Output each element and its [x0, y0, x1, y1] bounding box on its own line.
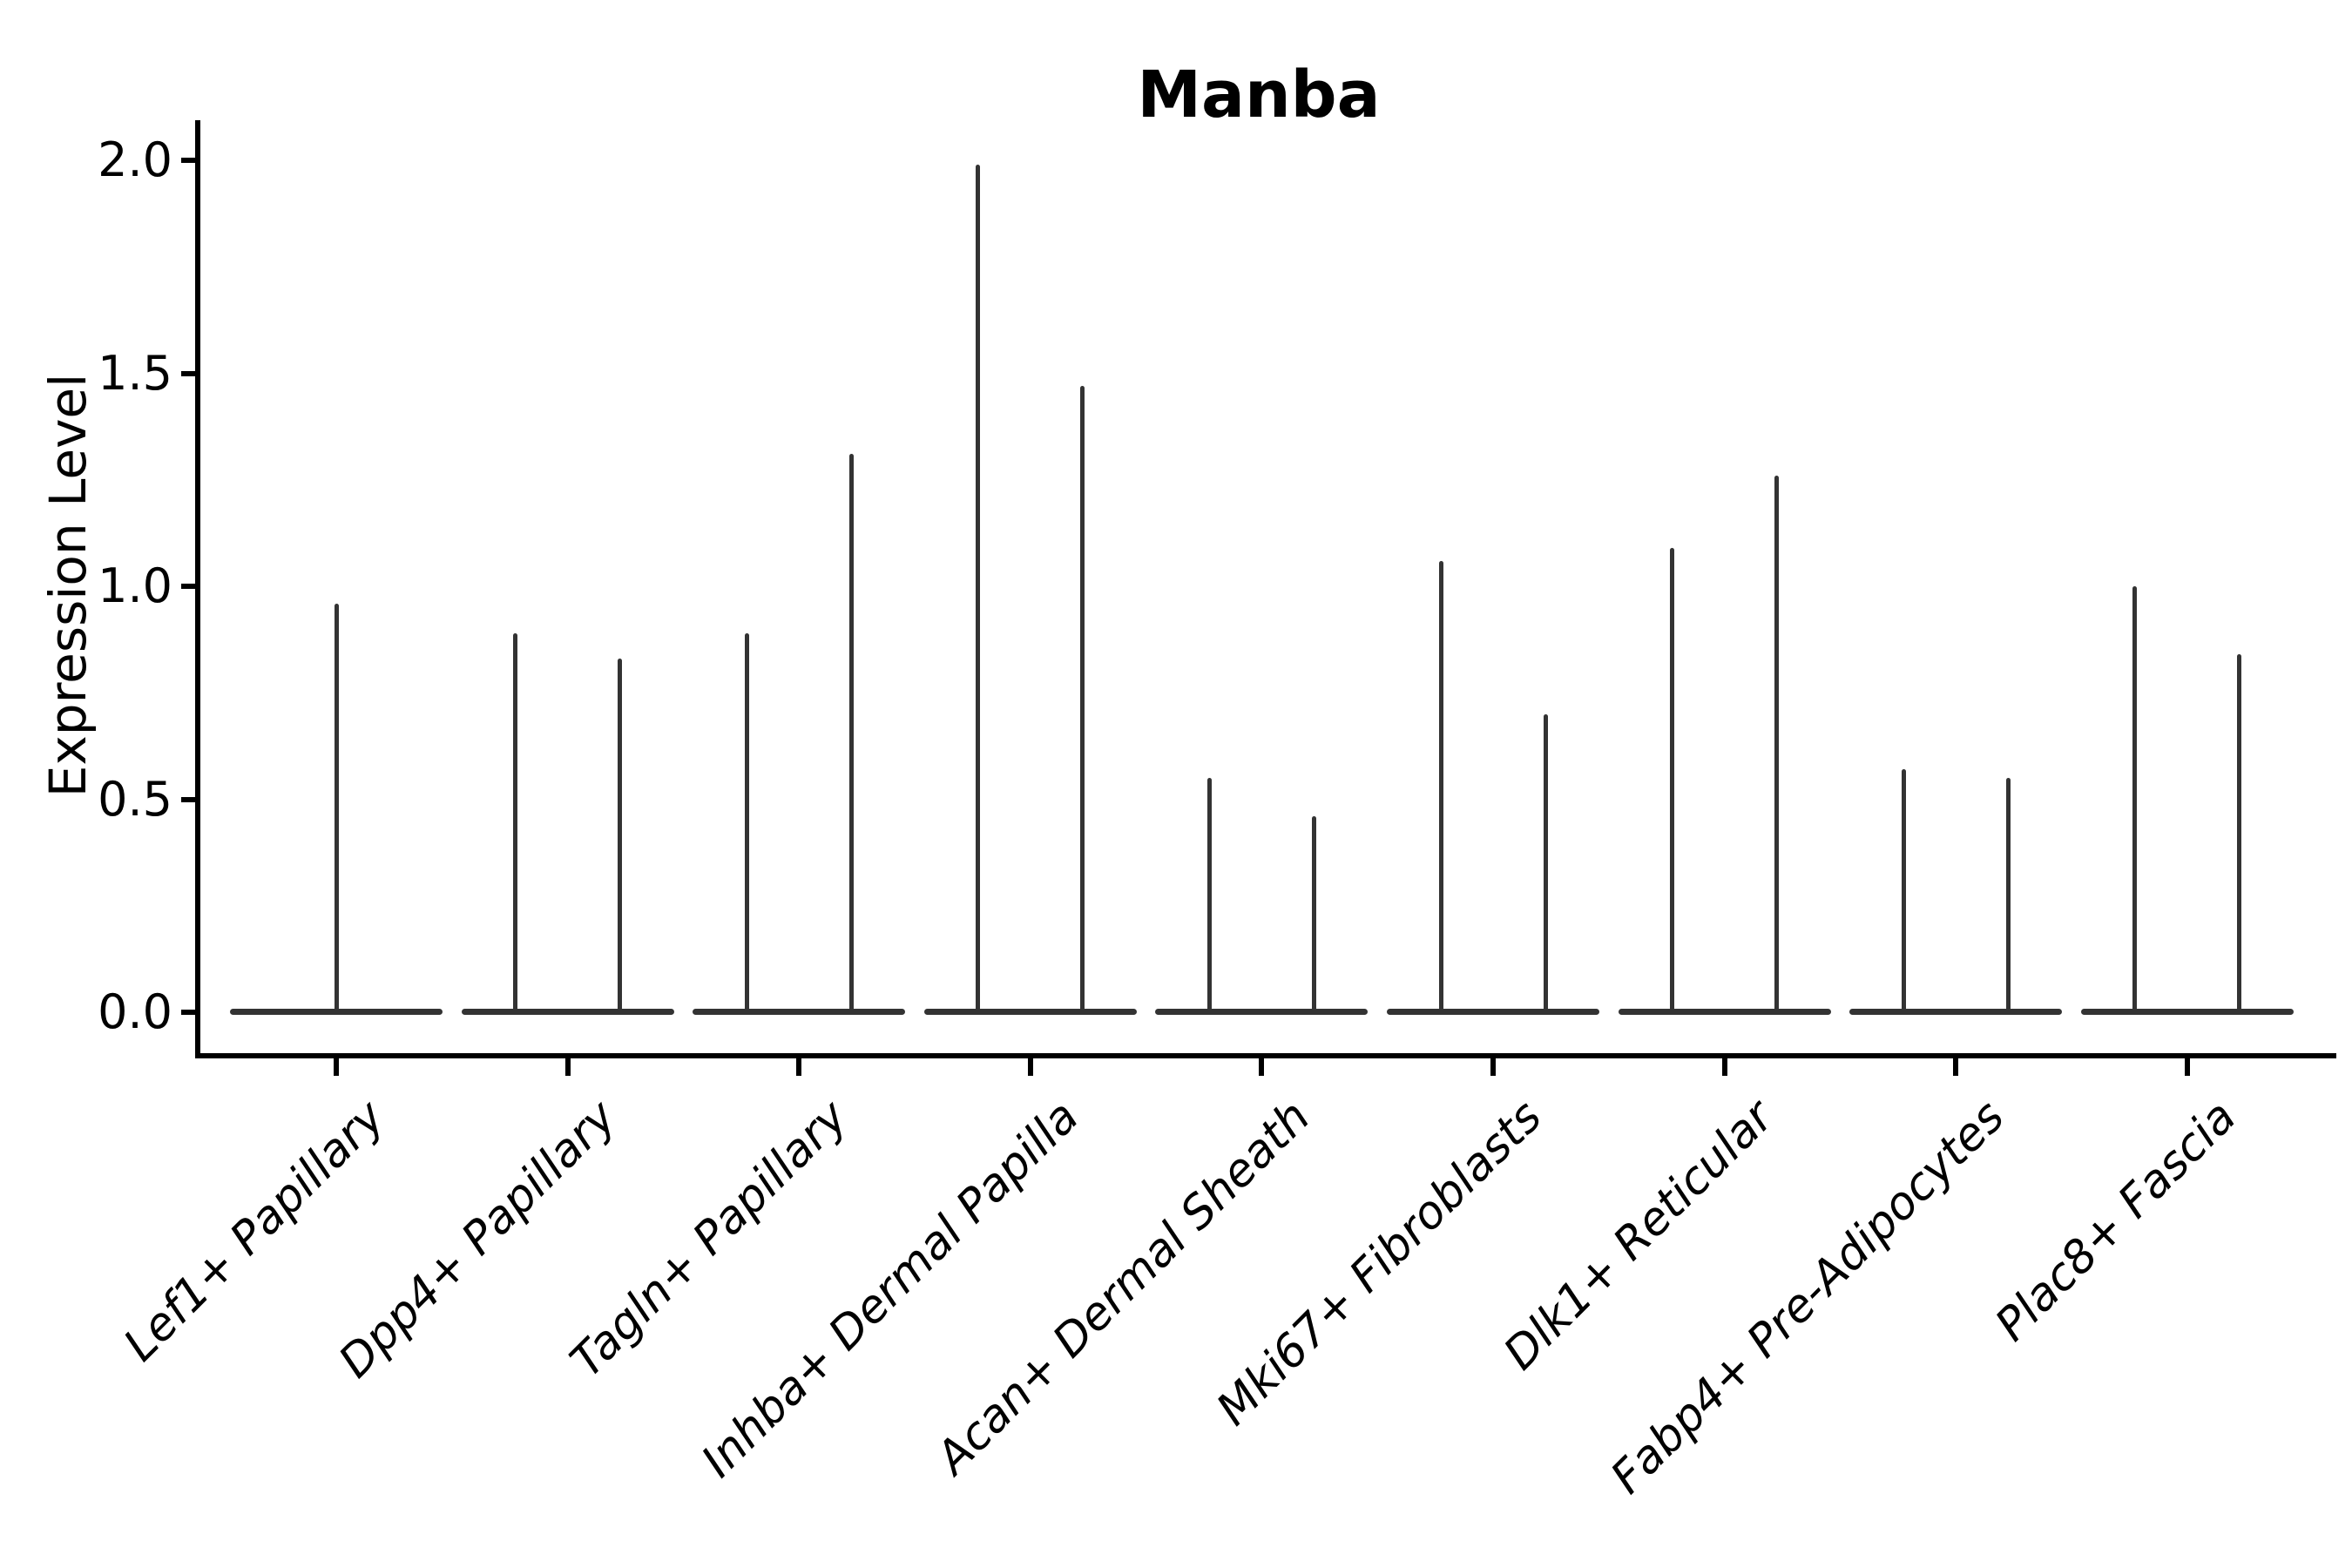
y-tick	[181, 584, 195, 589]
y-tick	[181, 158, 195, 163]
x-category-label: Inhba+ Dermal Papilla	[692, 1091, 1090, 1488]
x-axis-spine	[195, 1053, 2336, 1058]
x-tick	[334, 1058, 339, 1076]
violin-baseline	[1618, 1009, 1831, 1015]
y-axis-spine	[195, 120, 200, 1058]
violin-spike	[1206, 778, 1212, 1012]
x-tick	[1259, 1058, 1265, 1076]
y-tick-label: 1.5	[98, 345, 172, 401]
violin-spike	[1543, 713, 1548, 1012]
violin-spike	[2237, 654, 2242, 1012]
y-tick-label: 0.0	[98, 984, 172, 1039]
violin-spike	[2005, 778, 2011, 1012]
violin-spike	[2132, 586, 2138, 1012]
violin-baseline	[1155, 1009, 1369, 1015]
violin-baseline	[461, 1009, 674, 1015]
y-tick-label: 0.5	[98, 771, 172, 827]
x-category-label: Fabp4+ Pre-Adipocytes	[1601, 1091, 2015, 1504]
violin-spike	[513, 632, 518, 1012]
x-tick	[564, 1058, 571, 1076]
x-tick	[1490, 1058, 1496, 1076]
violin-spike	[334, 603, 339, 1012]
chart-title: Manba	[1137, 57, 1381, 132]
violin-baseline	[923, 1009, 1137, 1015]
x-tick	[1027, 1058, 1033, 1076]
violin-baseline	[1849, 1009, 2063, 1015]
y-tick-label: 2.0	[98, 132, 172, 187]
violin-spike	[744, 632, 749, 1012]
violin-spike	[1774, 475, 1780, 1012]
x-tick	[1721, 1058, 1727, 1076]
x-category-label: Plac8+ Fascia	[1984, 1091, 2247, 1352]
x-tick	[1953, 1058, 1959, 1076]
violin-spike	[1438, 560, 1443, 1012]
violin-spike	[1670, 547, 1675, 1012]
violin-spike	[848, 454, 854, 1012]
violin-spike	[1901, 769, 1906, 1012]
violin-baseline	[2080, 1009, 2294, 1015]
violin-spike	[976, 164, 981, 1012]
y-tick	[181, 796, 195, 802]
x-category-label: Acan+ Dermal Sheath	[926, 1091, 1321, 1484]
y-tick	[181, 370, 195, 376]
violin-spike	[1080, 386, 1085, 1012]
x-tick	[2184, 1058, 2190, 1076]
violin-spike	[1311, 816, 1316, 1012]
violin-baseline	[693, 1009, 906, 1015]
x-tick	[796, 1058, 802, 1076]
violin-spike	[618, 659, 623, 1012]
y-tick	[181, 1010, 195, 1015]
violin-baseline	[1387, 1009, 1599, 1015]
y-tick-label: 1.0	[98, 558, 172, 613]
